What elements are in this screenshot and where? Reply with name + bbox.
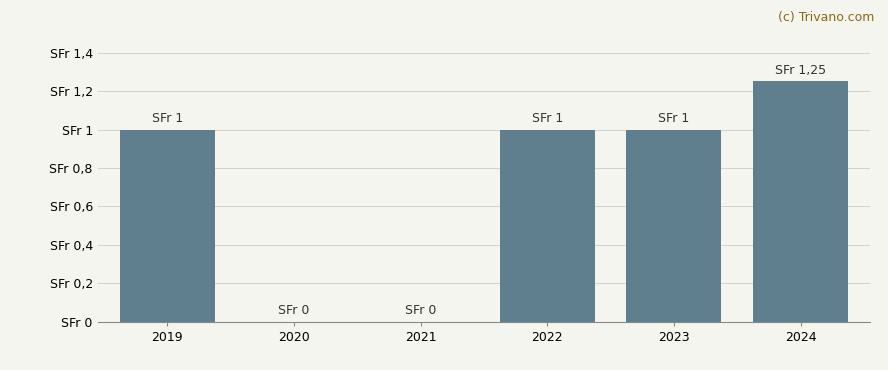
Text: SFr 0: SFr 0	[278, 304, 310, 317]
Bar	[626, 130, 721, 322]
Bar	[500, 130, 595, 322]
Text: (c) Trivano.com: (c) Trivano.com	[778, 11, 875, 24]
Bar	[753, 81, 848, 322]
Text: SFr 0: SFr 0	[405, 304, 436, 317]
Text: SFr 1,25: SFr 1,25	[775, 64, 826, 77]
Bar	[120, 130, 215, 322]
Text: SFr 1: SFr 1	[658, 112, 690, 125]
Text: SFr 1: SFr 1	[532, 112, 563, 125]
Text: SFr 1: SFr 1	[152, 112, 183, 125]
